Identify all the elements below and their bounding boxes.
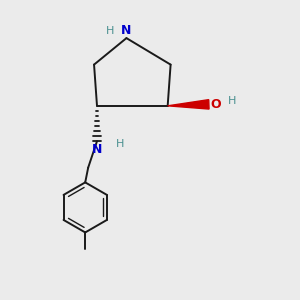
Text: H: H bbox=[106, 26, 114, 36]
Text: H: H bbox=[228, 96, 236, 106]
Text: N: N bbox=[121, 24, 132, 37]
Polygon shape bbox=[168, 100, 209, 109]
Text: O: O bbox=[210, 98, 221, 111]
Text: N: N bbox=[92, 142, 102, 156]
Text: H: H bbox=[116, 139, 124, 149]
